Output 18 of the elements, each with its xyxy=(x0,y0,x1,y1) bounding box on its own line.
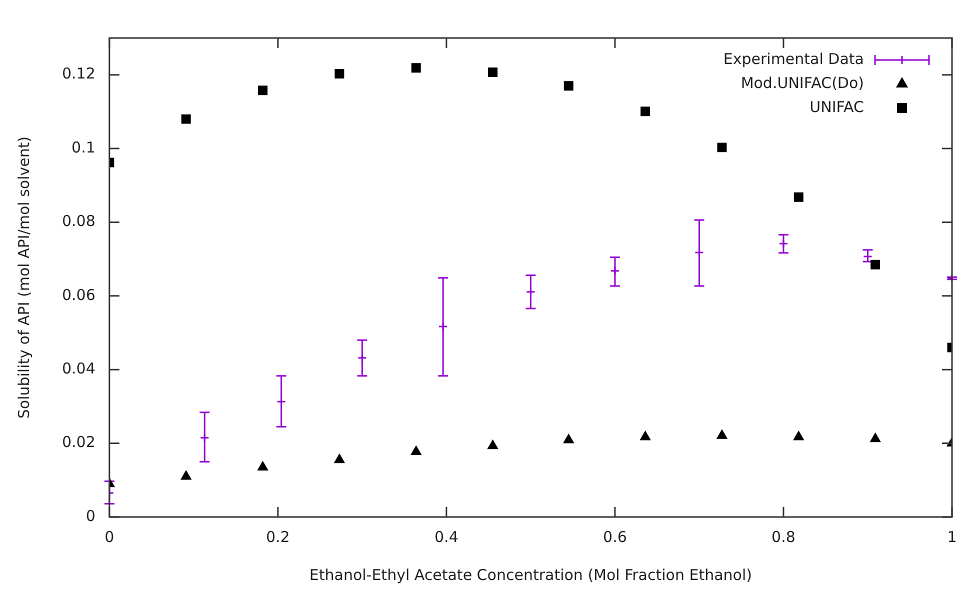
x-tick-label: 1 xyxy=(947,528,957,546)
legend-label: Mod.UNIFAC(Do) xyxy=(740,74,864,92)
x-tick-label: 0.8 xyxy=(772,528,796,546)
y-tick-label: 0.08 xyxy=(62,212,96,230)
y-axis-title: Solubility of API (mol API/mol solvent) xyxy=(14,136,33,419)
y-tick-label: 0.12 xyxy=(62,64,96,83)
y-tick-label: 0.04 xyxy=(62,360,96,378)
x-axis-title: Ethanol-Ethyl Acetate Concentration (Mol Fraction Ethanol) xyxy=(309,566,752,584)
x-tick-label: 0.6 xyxy=(603,528,627,546)
y-tick-label: 0 xyxy=(86,506,96,525)
x-tick-label: 0.2 xyxy=(266,528,290,546)
legend-label: UNIFAC xyxy=(810,98,864,116)
y-tick-label: 0.1 xyxy=(72,138,96,156)
y-tick-label: 0.06 xyxy=(62,286,96,304)
legend-label: Experimental Data xyxy=(723,50,864,68)
x-tick-label: 0 xyxy=(104,528,114,546)
x-tick-label: 0.4 xyxy=(434,528,458,546)
y-tick-label: 0.02 xyxy=(62,433,96,452)
